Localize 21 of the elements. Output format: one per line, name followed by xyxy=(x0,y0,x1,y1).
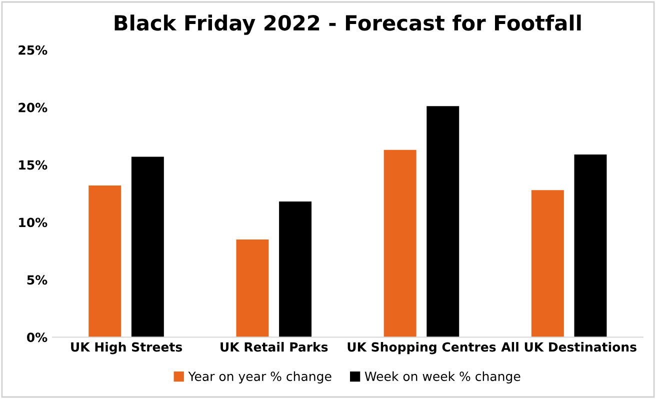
y-tick-label: 5% xyxy=(27,275,48,285)
x-tick-label: UK Retail Parks xyxy=(220,342,328,352)
bar xyxy=(384,150,416,338)
y-tick-label: 15% xyxy=(19,160,48,170)
bar xyxy=(574,154,607,338)
x-tick-label: All UK Destinations xyxy=(501,342,636,352)
legend-label: Year on year % change xyxy=(188,371,332,384)
y-tick-label: 0% xyxy=(26,332,48,342)
legend-label: Week on week % change xyxy=(364,371,520,384)
x-tick-label: UK Shopping Centres xyxy=(348,342,496,354)
y-tick-label: 25% xyxy=(18,45,48,55)
bar xyxy=(88,185,122,338)
x-tick-label: UK High Streets xyxy=(71,342,182,354)
bar xyxy=(236,239,269,338)
chart-title: Black Friday 2022 - Forecast for Footfall xyxy=(114,14,581,35)
bar xyxy=(131,156,164,338)
bar xyxy=(426,106,460,338)
bar xyxy=(531,190,564,338)
y-tick-label: 10% xyxy=(19,218,48,228)
bar xyxy=(279,202,312,338)
y-tick-label: 20% xyxy=(18,102,48,112)
